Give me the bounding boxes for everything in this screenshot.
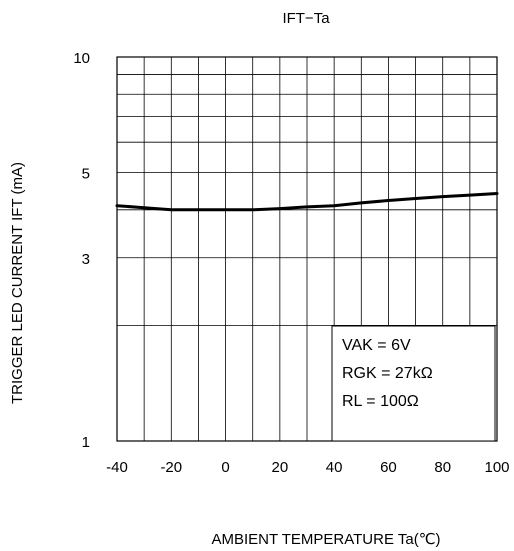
x-tick-label: -40 (106, 459, 128, 476)
plot-border (116, 56, 498, 442)
y-tick-label: 10 (73, 50, 90, 67)
y-tick-label: 1 (82, 434, 90, 451)
x-axis-label: AMBIENT TEMPERATURE Ta(℃) (211, 531, 440, 548)
conditions-box: VAK = 6V RGK = 27kΩ RL = 100Ω (331, 325, 496, 442)
plot-frame (116, 56, 498, 442)
x-tick-label: 60 (380, 459, 397, 476)
x-tick-label: 40 (326, 459, 343, 476)
series-layer (115, 192, 499, 212)
y-tick-label: 3 (82, 251, 90, 268)
annotation-rgk: RGK = 27kΩ (342, 365, 433, 382)
x-tick-label: 0 (221, 459, 229, 476)
annotation-rl: RL = 100Ω (342, 393, 419, 410)
tick-labels: -40 -20 0 20 40 60 80 100 1 3 5 10 (73, 50, 509, 476)
x-tick-label: 80 (434, 459, 451, 476)
y-axis-label: TRIGGER LED CURRENT IFT (mA) (9, 162, 26, 404)
chart-title: IFT−Ta (282, 10, 330, 27)
x-tick-label: -20 (160, 459, 182, 476)
series-line-0 (115, 192, 499, 212)
x-tick-label: 20 (272, 459, 289, 476)
y-tick-label: 5 (82, 166, 90, 183)
annotation-vak: VAK = 6V (342, 337, 411, 354)
conditions-box-frame (331, 325, 496, 442)
x-tick-label: 100 (484, 459, 509, 476)
